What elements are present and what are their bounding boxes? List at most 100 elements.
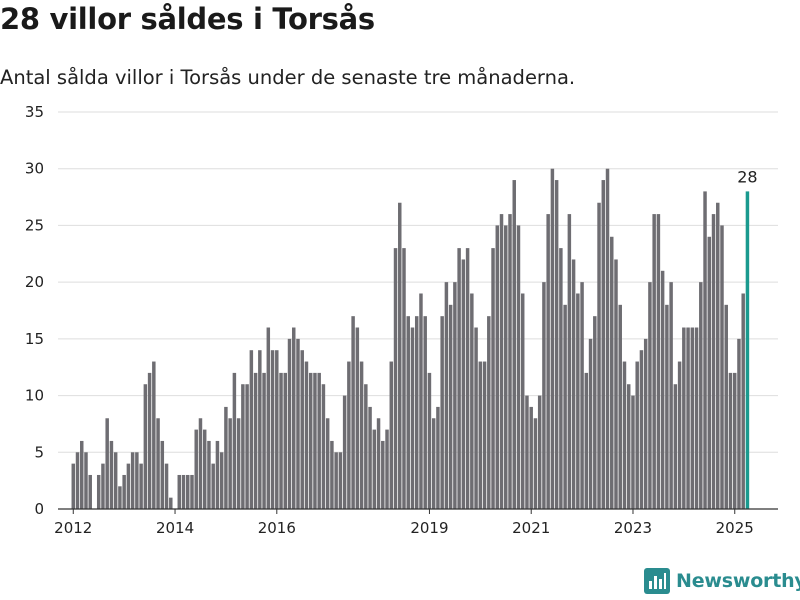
bar bbox=[584, 372, 589, 509]
bar bbox=[325, 418, 330, 509]
bar bbox=[707, 236, 712, 509]
bar bbox=[368, 406, 372, 509]
bar bbox=[275, 350, 279, 509]
bar bbox=[423, 316, 427, 509]
bar bbox=[554, 180, 559, 509]
bar bbox=[516, 225, 521, 509]
bar bbox=[389, 361, 394, 509]
bar bbox=[626, 384, 631, 509]
bar bbox=[232, 372, 237, 509]
bar bbox=[262, 372, 266, 509]
bar bbox=[716, 202, 720, 509]
bar bbox=[71, 463, 76, 509]
bar bbox=[567, 214, 572, 509]
bar bbox=[198, 418, 203, 509]
bar bbox=[266, 327, 271, 509]
bar bbox=[724, 304, 728, 509]
bar bbox=[487, 316, 491, 509]
bars bbox=[71, 168, 750, 510]
bar bbox=[317, 372, 321, 509]
x-tick-label: 2021 bbox=[512, 519, 550, 537]
bar bbox=[96, 474, 101, 509]
bar bbox=[436, 406, 440, 509]
bar bbox=[113, 452, 118, 509]
bar bbox=[241, 384, 245, 509]
y-tick-label: 10 bbox=[25, 387, 44, 405]
y-tick-label: 0 bbox=[34, 500, 44, 518]
bar bbox=[398, 202, 402, 509]
bar bbox=[164, 463, 169, 509]
bar bbox=[393, 248, 398, 510]
bar bbox=[720, 225, 724, 509]
bar bbox=[665, 304, 669, 509]
bar bbox=[622, 361, 627, 509]
bar bbox=[334, 452, 338, 509]
bar bbox=[699, 282, 703, 509]
bar bbox=[118, 486, 122, 509]
bar bbox=[559, 248, 563, 510]
bar bbox=[639, 350, 644, 509]
bar bbox=[372, 429, 377, 509]
bar bbox=[105, 418, 109, 509]
bar bbox=[283, 372, 288, 509]
x-tick-label: 2012 bbox=[54, 519, 92, 537]
bar bbox=[593, 316, 597, 509]
bar bbox=[474, 327, 478, 509]
x-tick-label: 2023 bbox=[614, 519, 652, 537]
bar bbox=[677, 361, 682, 509]
bar bbox=[448, 304, 453, 509]
bar bbox=[728, 372, 733, 509]
bar bbox=[406, 316, 410, 509]
bar bbox=[737, 338, 741, 509]
bar bbox=[287, 338, 292, 509]
y-tick-label: 15 bbox=[25, 330, 44, 348]
bar bbox=[478, 361, 483, 509]
bar bbox=[224, 406, 228, 509]
bar bbox=[270, 350, 275, 509]
bar bbox=[610, 236, 614, 509]
bar bbox=[139, 463, 143, 509]
bar bbox=[495, 225, 500, 509]
bar bbox=[381, 440, 385, 509]
bar bbox=[122, 474, 126, 509]
bar bbox=[694, 327, 699, 509]
bar bbox=[219, 452, 224, 509]
bar bbox=[258, 350, 262, 509]
bar-highlight bbox=[745, 191, 750, 509]
bar bbox=[690, 327, 695, 509]
bar bbox=[550, 168, 555, 509]
bar bbox=[453, 282, 457, 509]
brand-logo: Newsworthy bbox=[644, 568, 800, 594]
y-tick-label: 35 bbox=[25, 103, 44, 121]
bar bbox=[533, 418, 538, 509]
bar bbox=[355, 327, 360, 509]
bar bbox=[673, 384, 678, 509]
bar bbox=[512, 180, 516, 509]
bar bbox=[669, 282, 673, 509]
chart-title: 28 villor såldes i Torsås bbox=[0, 2, 375, 36]
bar bbox=[84, 452, 88, 509]
bar bbox=[618, 304, 622, 509]
bar bbox=[385, 429, 389, 509]
bar bbox=[605, 168, 610, 509]
bar bbox=[419, 293, 423, 509]
bar bbox=[520, 293, 525, 509]
bar bbox=[482, 361, 487, 509]
bar bbox=[253, 372, 258, 509]
y-tick-label: 30 bbox=[25, 160, 44, 178]
bar bbox=[504, 225, 508, 509]
bar bbox=[410, 327, 415, 509]
bar bbox=[338, 452, 343, 509]
y-axis-ticks: 0 5 10 15 20 25 30 35 bbox=[25, 103, 44, 518]
bar bbox=[109, 440, 114, 509]
y-tick-label: 20 bbox=[25, 273, 44, 291]
bar bbox=[152, 361, 156, 509]
bar bbox=[190, 474, 194, 509]
bar bbox=[660, 270, 665, 509]
bar bbox=[88, 474, 92, 509]
bar bbox=[296, 338, 300, 509]
bar bbox=[732, 372, 737, 509]
bar bbox=[313, 372, 317, 509]
chart-subtitle: Antal sålda villor i Torsås under de sen… bbox=[0, 66, 576, 89]
